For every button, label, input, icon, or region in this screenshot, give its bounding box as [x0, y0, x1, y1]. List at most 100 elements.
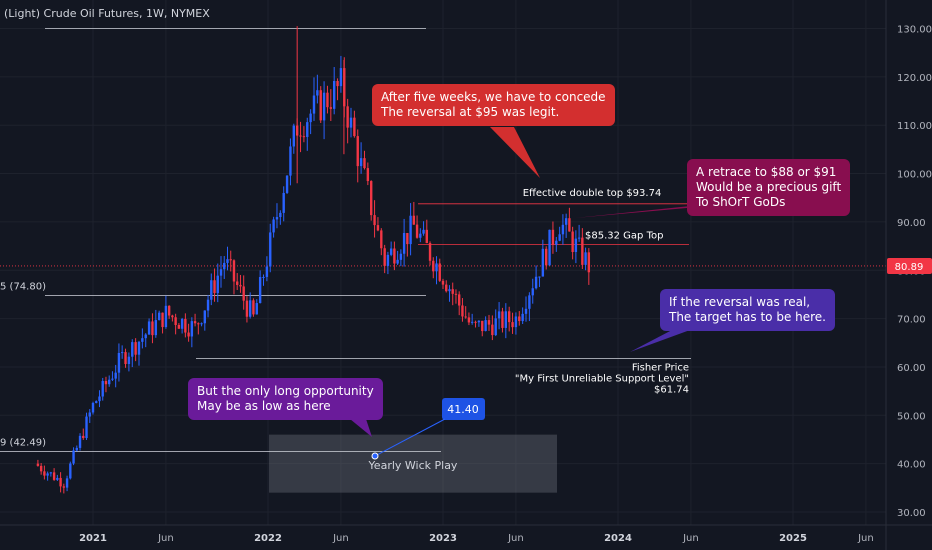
candle-body [518, 316, 521, 322]
support-label: "My First Unreliable Support Level" [515, 374, 689, 385]
time-tick-label: Jun [157, 533, 174, 544]
candle-body [366, 168, 370, 182]
candle-body [95, 401, 98, 403]
candle-body [147, 321, 151, 335]
candle-body [551, 229, 555, 245]
candle-body [101, 380, 104, 397]
candle-body [269, 232, 272, 267]
price-tick-label: 90.00 [897, 218, 926, 229]
candle-body [561, 224, 565, 235]
candle-body [154, 320, 158, 336]
candle-body [43, 471, 46, 476]
candle-body [78, 435, 82, 448]
candle-body [289, 146, 292, 176]
candle-body [319, 90, 322, 121]
candle-body [213, 280, 216, 294]
price-tick-label: 120.00 [897, 73, 932, 84]
candle-body [255, 303, 258, 315]
candle-body [432, 260, 435, 272]
time-tick-label: 2023 [429, 533, 457, 544]
target-badge-label: 41.40 [447, 403, 479, 416]
candle-body [584, 252, 587, 265]
candle-body [363, 158, 366, 169]
candle-body [481, 320, 484, 332]
level-lines: Yearly Wick Play 5 (74.80) 9 (42.49) Effect… [0, 28, 886, 493]
candle-body [265, 266, 269, 277]
candle-body [114, 372, 117, 379]
candle-body [258, 277, 262, 304]
last-price-tag [887, 257, 932, 274]
wick-zone-label: Yearly Wick Play [368, 459, 458, 472]
candle-body [577, 237, 581, 239]
candle-body [484, 320, 487, 332]
candle-body [171, 315, 174, 318]
time-tick-label: Jun [857, 533, 874, 544]
candle-body [399, 253, 403, 260]
candle-body [108, 379, 111, 385]
candle-body [262, 276, 265, 278]
candle-body [229, 259, 232, 261]
candle-body [524, 308, 528, 314]
candle-body [389, 248, 393, 255]
candle-body [200, 323, 203, 325]
candle-body [458, 294, 461, 306]
candle-body [564, 218, 568, 225]
candle-body [248, 300, 252, 317]
candle-body [329, 107, 333, 109]
candle-body [396, 259, 399, 264]
gap-top-label: $85.32 Gap Top [585, 231, 663, 242]
candle-body [326, 92, 329, 108]
chart-title: (Light) Crude Oil Futures, 1W, NYMEX [4, 7, 210, 20]
time-tick-label: 2024 [604, 533, 632, 544]
candle-body [534, 276, 538, 289]
candle-body [39, 465, 43, 472]
price-tick-label: 100.00 [897, 170, 932, 181]
candle-body [454, 293, 458, 295]
candle-body [511, 322, 514, 328]
candle-body [104, 380, 108, 385]
candle-body [299, 135, 302, 137]
candle-body [88, 412, 91, 417]
candle-body [316, 90, 319, 96]
candle-body [497, 311, 501, 319]
candle-body [210, 280, 213, 300]
candle-body [285, 175, 289, 193]
candle-body [332, 81, 336, 109]
candle-body [75, 447, 78, 451]
candle-body [190, 321, 194, 337]
candle-body [216, 275, 219, 294]
candle-body [435, 263, 438, 272]
callout-retrace: A retrace to $88 or $91 Would be a preci… [687, 159, 851, 216]
target-badge [442, 398, 485, 420]
candle-body [415, 224, 419, 238]
candle-body [177, 324, 181, 329]
candle-body [425, 229, 428, 244]
candle-body [174, 317, 177, 325]
candle-body [275, 217, 279, 220]
candle-body [69, 463, 72, 479]
candle-body [120, 352, 124, 354]
candle-body [282, 192, 285, 213]
candle-body [279, 212, 282, 218]
candle-body [568, 218, 571, 232]
candle-body [223, 262, 226, 270]
time-tick-label: 2025 [779, 533, 807, 544]
candle-body [438, 263, 441, 281]
candle-body [117, 353, 121, 373]
wick-zone [269, 434, 557, 493]
candle-body [59, 477, 62, 487]
candle-body [555, 240, 558, 245]
candle-body [521, 313, 524, 322]
candle-body [245, 300, 249, 317]
support-label: $61.74 [654, 385, 689, 396]
candle-body [131, 342, 134, 357]
candle-body [528, 295, 531, 309]
price-tick-label: 70.00 [897, 315, 926, 326]
candle-body [487, 320, 491, 325]
time-tick-label: Jun [682, 533, 699, 544]
candle-body [406, 233, 409, 245]
candle-body [349, 117, 353, 128]
candle-body [111, 378, 114, 380]
last-price-label: 80.89 [895, 262, 924, 273]
